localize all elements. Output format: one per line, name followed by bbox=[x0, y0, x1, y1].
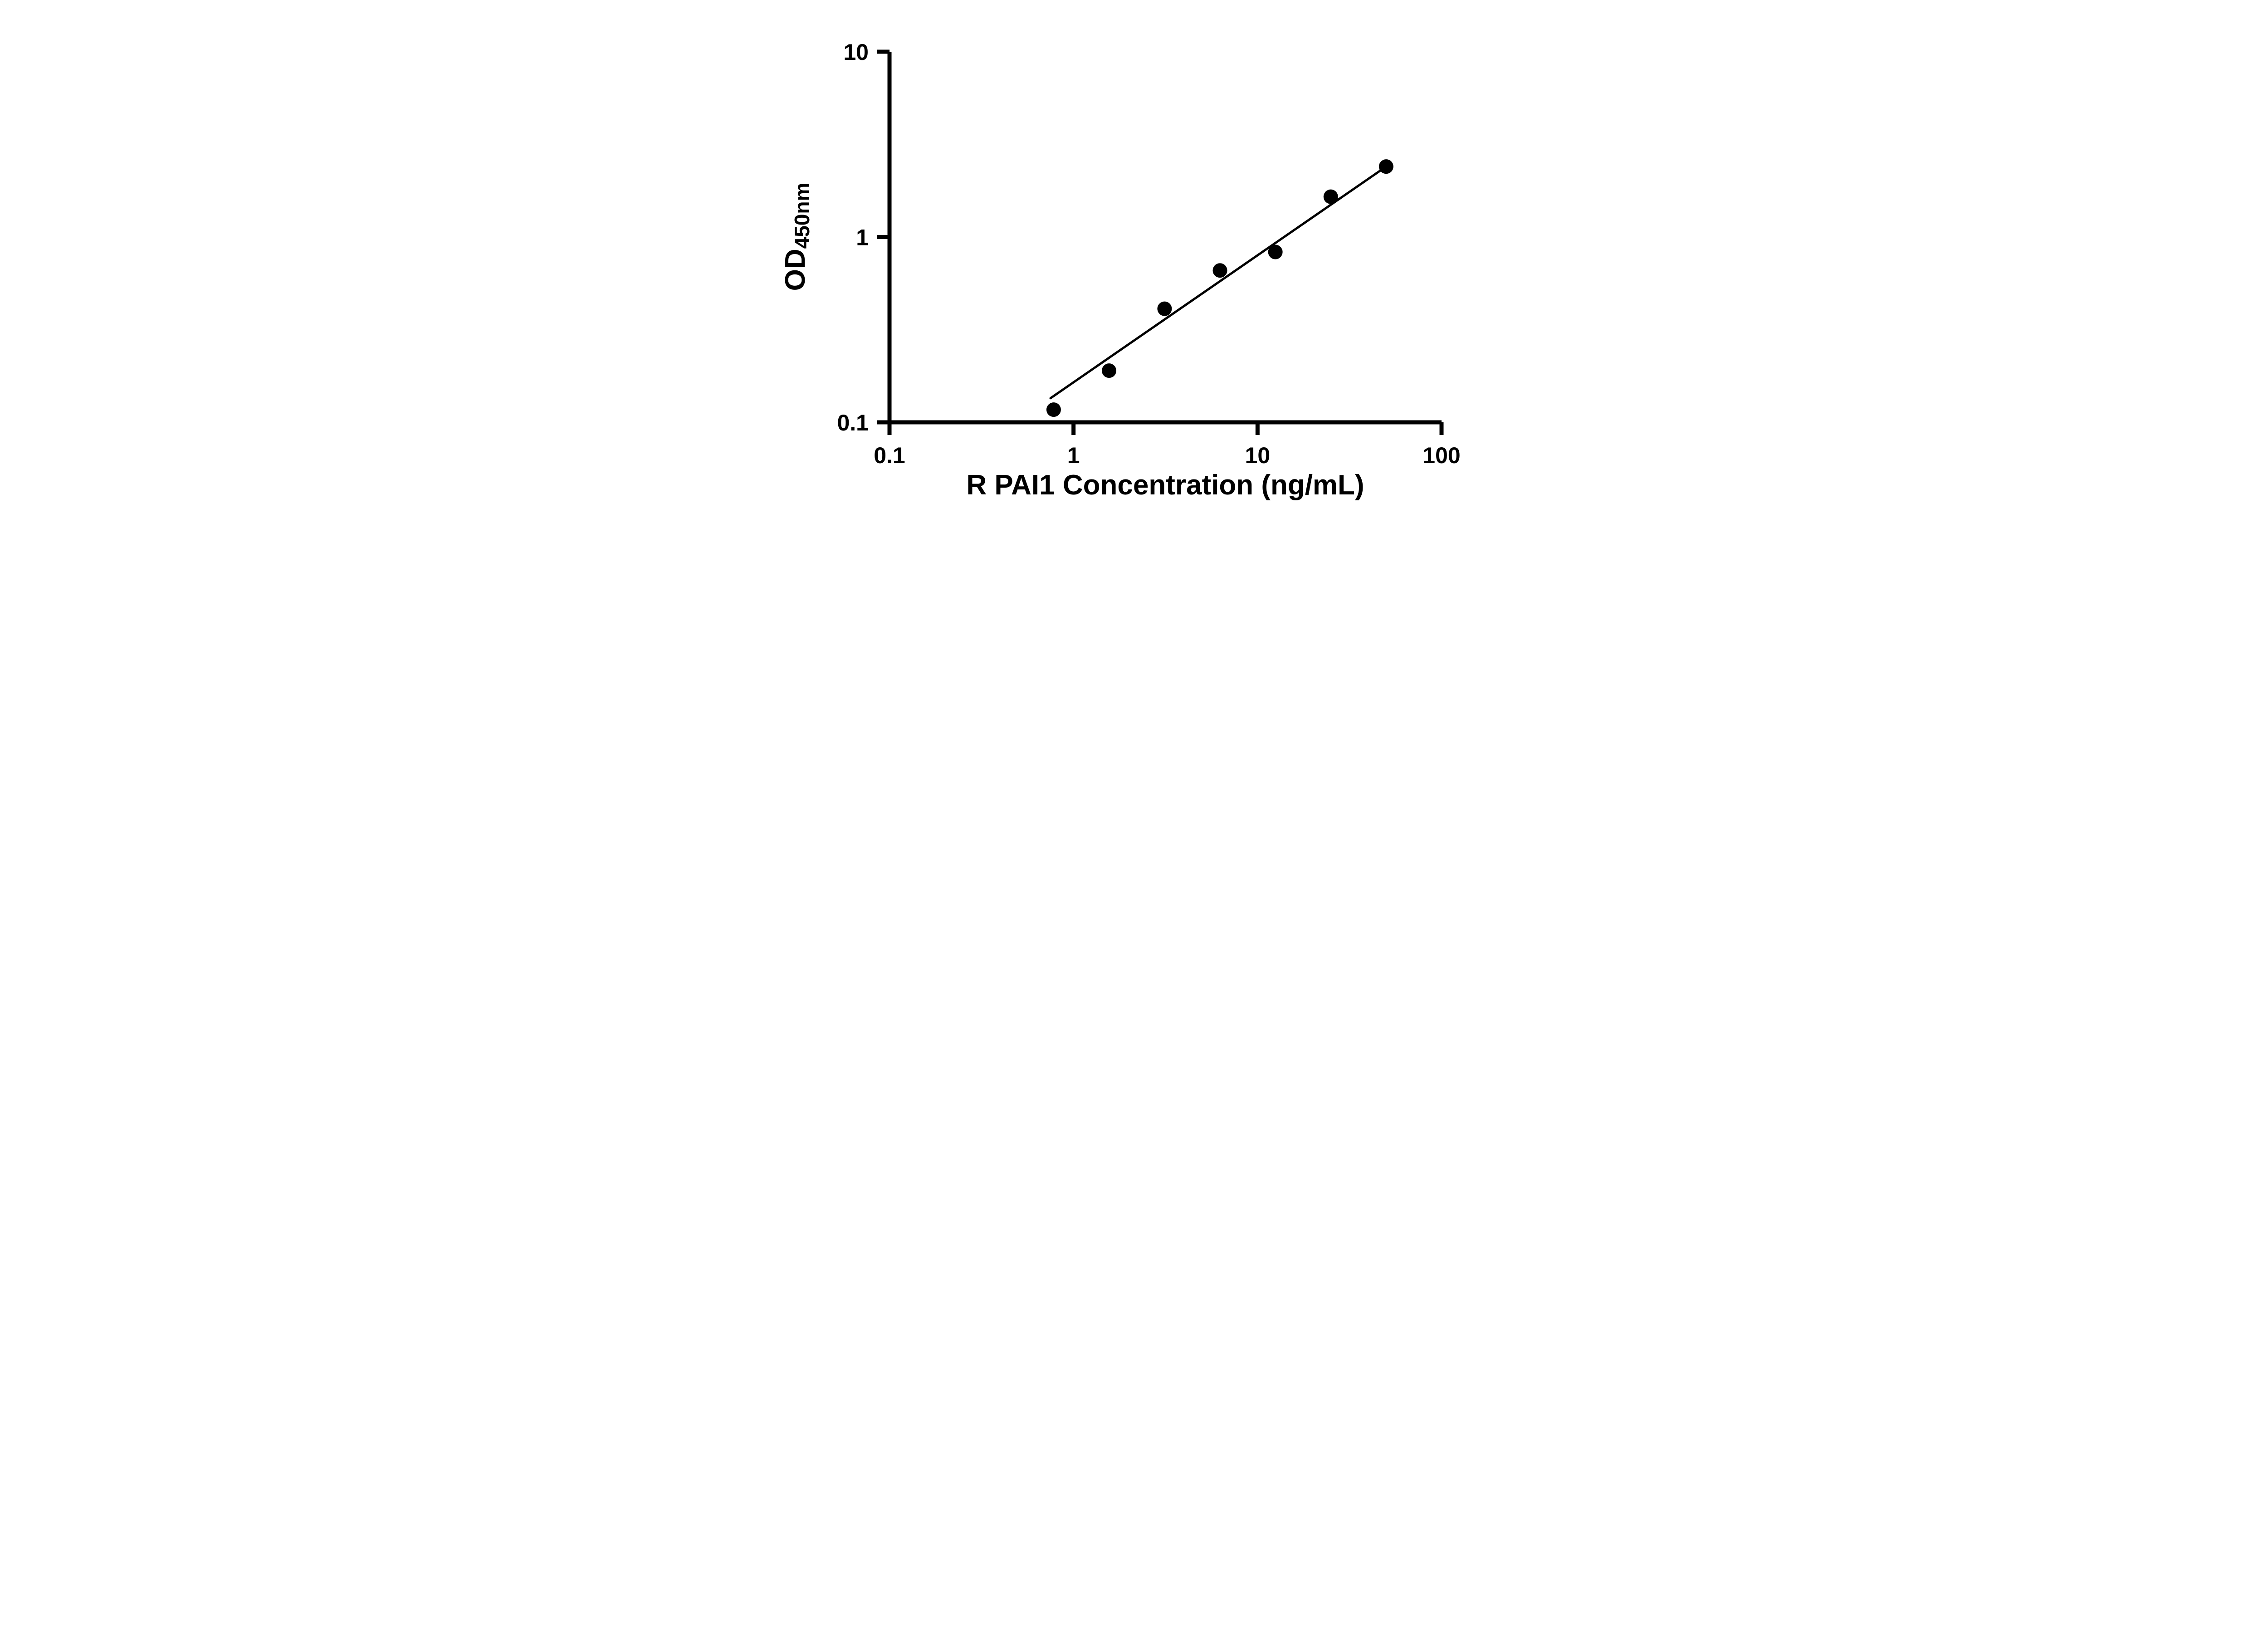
y-axis-title-subscript: 450nm bbox=[790, 183, 814, 249]
y-tick-label: 10 bbox=[843, 39, 869, 65]
tick-labels: 0.1 1 10 100 0.1 1 10 bbox=[837, 39, 1460, 468]
axis-spines bbox=[887, 52, 1442, 425]
data-point bbox=[1157, 301, 1172, 316]
trend-line bbox=[1049, 165, 1388, 400]
x-tick-label: 100 bbox=[1422, 443, 1460, 468]
data-points-group bbox=[1046, 159, 1393, 417]
data-point bbox=[1378, 159, 1393, 174]
x-axis-title: R PAI1 Concentration (ng/mL) bbox=[966, 469, 1364, 501]
data-point bbox=[1212, 263, 1227, 278]
tick-marks bbox=[877, 49, 1444, 435]
y-axis-title: OD450nm bbox=[780, 183, 814, 291]
data-point bbox=[1268, 244, 1283, 259]
x-tick-label: 10 bbox=[1245, 443, 1271, 468]
y-tick-label: 0.1 bbox=[837, 410, 869, 435]
scatter-plot: 0.1 1 10 100 0.1 1 10 R PAI1 Concentration (ng… bbox=[780, 39, 1461, 501]
x-tick-label: 1 bbox=[1067, 443, 1080, 468]
data-point bbox=[1046, 402, 1061, 417]
data-point bbox=[1323, 189, 1338, 204]
y-tick-label: 1 bbox=[856, 225, 869, 250]
y-axis-title-main: OD bbox=[780, 249, 811, 291]
data-point bbox=[1102, 363, 1117, 378]
trend-line-group bbox=[1049, 165, 1388, 400]
x-tick-label: 0.1 bbox=[874, 443, 905, 468]
axes bbox=[887, 52, 1442, 425]
elisa-standard-curve-figure: 0.1 1 10 100 0.1 1 10 R PAI1 Concentration (ng… bbox=[753, 0, 1515, 544]
